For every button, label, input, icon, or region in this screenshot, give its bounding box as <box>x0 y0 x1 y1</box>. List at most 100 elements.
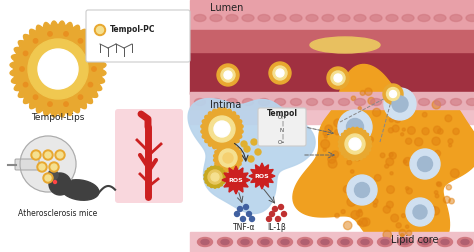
Circle shape <box>23 82 28 87</box>
Ellipse shape <box>321 239 329 244</box>
Ellipse shape <box>381 239 389 244</box>
Circle shape <box>282 211 286 216</box>
Ellipse shape <box>318 237 332 246</box>
Circle shape <box>49 173 71 195</box>
Polygon shape <box>222 166 250 194</box>
Bar <box>190 107 474 124</box>
Circle shape <box>343 185 351 193</box>
Circle shape <box>38 49 78 89</box>
Circle shape <box>334 119 342 127</box>
Circle shape <box>408 104 415 111</box>
Ellipse shape <box>371 99 382 106</box>
Circle shape <box>429 207 432 210</box>
Circle shape <box>331 71 345 85</box>
Circle shape <box>97 26 103 34</box>
Ellipse shape <box>221 239 229 244</box>
Circle shape <box>221 68 235 82</box>
Text: Tempol: Tempol <box>266 110 298 118</box>
Circle shape <box>403 158 412 166</box>
Circle shape <box>391 214 399 222</box>
Circle shape <box>335 130 340 135</box>
Circle shape <box>43 150 53 160</box>
Ellipse shape <box>441 239 449 244</box>
Text: Tempol-Lips: Tempol-Lips <box>31 112 85 121</box>
Circle shape <box>28 39 88 99</box>
Bar <box>190 92 474 109</box>
Circle shape <box>406 138 412 144</box>
Ellipse shape <box>298 237 312 246</box>
Circle shape <box>445 115 452 122</box>
Ellipse shape <box>210 99 221 106</box>
Circle shape <box>407 99 412 105</box>
Ellipse shape <box>258 99 270 106</box>
Ellipse shape <box>277 237 292 246</box>
Ellipse shape <box>435 99 446 106</box>
Circle shape <box>45 152 51 158</box>
Circle shape <box>406 208 415 217</box>
Ellipse shape <box>301 239 309 244</box>
Circle shape <box>392 96 408 112</box>
Circle shape <box>413 205 427 219</box>
Circle shape <box>389 153 393 157</box>
FancyBboxPatch shape <box>15 159 39 170</box>
Circle shape <box>48 102 52 106</box>
Circle shape <box>33 95 38 99</box>
Circle shape <box>276 69 284 77</box>
Circle shape <box>39 164 45 170</box>
Circle shape <box>335 213 339 218</box>
Ellipse shape <box>291 99 301 106</box>
Ellipse shape <box>322 99 334 106</box>
Circle shape <box>338 110 372 144</box>
Circle shape <box>434 150 440 156</box>
Circle shape <box>380 153 385 158</box>
Circle shape <box>270 211 274 216</box>
Circle shape <box>208 170 222 184</box>
Ellipse shape <box>370 15 382 21</box>
Circle shape <box>406 225 409 228</box>
Circle shape <box>374 174 381 181</box>
Ellipse shape <box>357 237 373 246</box>
Polygon shape <box>201 108 243 150</box>
Circle shape <box>390 172 393 175</box>
Circle shape <box>349 138 361 150</box>
Ellipse shape <box>457 237 473 246</box>
Text: Intima: Intima <box>210 100 241 110</box>
Circle shape <box>429 206 436 212</box>
Circle shape <box>437 182 440 186</box>
Circle shape <box>244 146 250 152</box>
Ellipse shape <box>310 37 380 53</box>
Bar <box>190 232 474 252</box>
Circle shape <box>434 126 441 133</box>
Circle shape <box>352 176 360 184</box>
Circle shape <box>360 122 369 131</box>
Ellipse shape <box>258 15 270 21</box>
Ellipse shape <box>241 239 249 244</box>
Circle shape <box>345 124 350 129</box>
Ellipse shape <box>402 99 413 106</box>
Circle shape <box>408 127 415 134</box>
Ellipse shape <box>419 99 429 106</box>
Circle shape <box>353 180 358 186</box>
Circle shape <box>351 211 359 219</box>
Circle shape <box>55 150 65 160</box>
Circle shape <box>406 230 412 236</box>
Circle shape <box>415 138 423 146</box>
Ellipse shape <box>237 237 253 246</box>
Circle shape <box>45 175 51 181</box>
Bar <box>190 50 474 94</box>
Circle shape <box>394 117 401 123</box>
Circle shape <box>448 139 453 144</box>
Circle shape <box>275 216 281 222</box>
Circle shape <box>321 140 329 148</box>
Circle shape <box>396 223 401 228</box>
Circle shape <box>431 207 439 215</box>
Circle shape <box>398 90 405 97</box>
Ellipse shape <box>306 15 318 21</box>
Circle shape <box>348 134 353 139</box>
Circle shape <box>389 118 393 122</box>
Circle shape <box>385 164 389 168</box>
Text: Tempol-PC: Tempol-PC <box>110 25 155 35</box>
Circle shape <box>411 213 414 216</box>
Circle shape <box>355 182 370 198</box>
Text: ROS: ROS <box>255 173 269 178</box>
